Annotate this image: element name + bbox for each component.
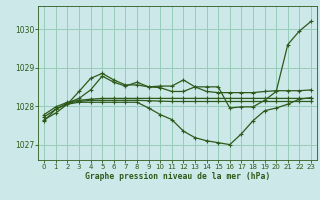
X-axis label: Graphe pression niveau de la mer (hPa): Graphe pression niveau de la mer (hPa) xyxy=(85,172,270,181)
